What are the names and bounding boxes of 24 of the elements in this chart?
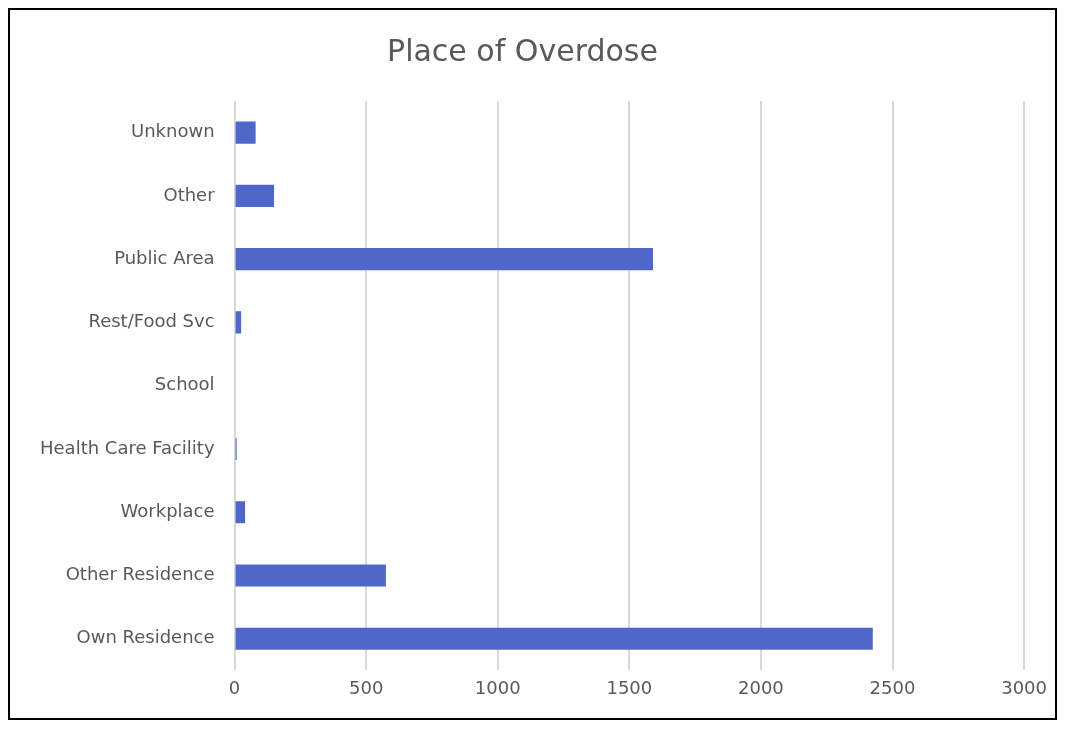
y-tick-label: Workplace: [120, 499, 215, 521]
bar: [235, 564, 386, 587]
y-tick-label: Own Residence: [76, 626, 215, 648]
x-tick-label: 1500: [606, 676, 653, 698]
chart-title: Place of Overdose: [387, 32, 658, 68]
x-tick-label: 3000: [1001, 676, 1047, 698]
bar: [235, 121, 256, 144]
y-tick-label: Rest/Food Svc: [88, 310, 215, 332]
x-tick-label: 2500: [869, 676, 916, 698]
y-tick-label: Health Care Facility: [39, 436, 215, 458]
bar: [235, 184, 275, 207]
bar: [235, 627, 873, 650]
x-tick-label: 1000: [474, 676, 521, 698]
x-tick-label: 500: [348, 676, 384, 698]
y-tick-label: Other: [163, 183, 216, 205]
y-tick-label: Unknown: [131, 120, 215, 142]
x-tick-label: 0: [228, 676, 241, 698]
bar: [235, 248, 654, 271]
y-tick-label: Other Residence: [65, 563, 215, 585]
bar: [235, 501, 246, 524]
y-tick-label: Public Area: [114, 246, 215, 268]
bar: [235, 311, 242, 334]
x-tick-label: 2000: [738, 676, 784, 698]
y-tick-label: School: [154, 373, 215, 395]
